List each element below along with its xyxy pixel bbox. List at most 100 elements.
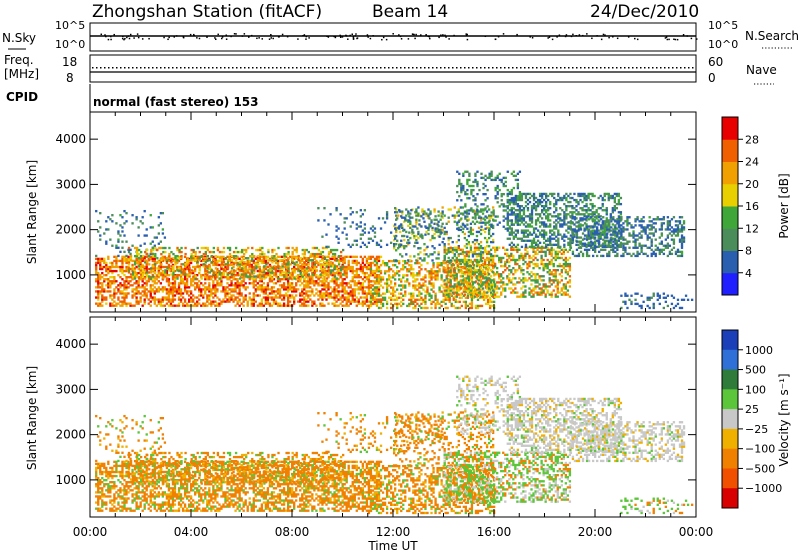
power-cell <box>486 270 490 273</box>
power-cell <box>469 295 473 298</box>
freq-dot <box>224 67 226 69</box>
power-cell <box>487 208 491 211</box>
power-cell <box>185 304 189 307</box>
power-cell <box>187 304 191 307</box>
power-cell <box>156 257 159 260</box>
power-cell <box>253 275 256 278</box>
power-cell <box>236 292 239 295</box>
power-cell <box>508 260 511 264</box>
power-cell <box>474 174 477 178</box>
power-cell <box>246 286 249 289</box>
power-cell <box>267 269 270 272</box>
power-cell <box>457 234 460 238</box>
power-cell <box>345 282 348 285</box>
power-cell <box>351 255 354 259</box>
power-cell <box>564 291 568 294</box>
power-cell <box>315 261 319 264</box>
power-cell <box>303 288 306 291</box>
power-cell <box>478 215 481 218</box>
power-cell <box>245 248 248 252</box>
power-cell <box>459 279 462 282</box>
power-cell <box>506 277 509 280</box>
power-cell <box>147 290 150 293</box>
power-cell <box>361 267 365 271</box>
power-cell <box>476 170 479 173</box>
power-cell <box>109 284 112 287</box>
power-cell <box>437 214 440 217</box>
power-cell <box>148 263 151 266</box>
power-cell <box>234 259 238 262</box>
power-cell <box>465 271 469 274</box>
power-cell <box>111 302 114 305</box>
power-cell <box>177 302 181 305</box>
power-cell <box>556 283 559 286</box>
power-cell <box>500 195 503 198</box>
power-cell <box>481 287 485 290</box>
power-cell <box>401 212 404 215</box>
power-cell <box>465 212 469 215</box>
power-cell <box>417 230 420 234</box>
freq-dot <box>688 67 690 69</box>
power-cell <box>457 289 460 292</box>
power-cell <box>412 268 415 271</box>
power-cell <box>466 209 469 212</box>
power-cell <box>97 280 100 283</box>
power-cell <box>266 286 270 289</box>
power-cell <box>206 296 209 299</box>
power-cell <box>504 184 507 188</box>
power-cell <box>554 279 557 282</box>
power-cell <box>391 292 395 295</box>
power-cell <box>347 294 350 297</box>
power-cell <box>414 262 417 265</box>
power-cell <box>538 291 541 294</box>
power-cell <box>408 284 411 287</box>
freq-dot <box>368 67 370 69</box>
nsearch-dot <box>349 34 351 37</box>
power-cell <box>371 288 375 291</box>
power-cell <box>323 271 327 274</box>
power-cell <box>534 279 537 282</box>
power-cell <box>466 170 469 173</box>
power-cell <box>103 280 106 283</box>
power-cell <box>97 271 100 275</box>
power-cell <box>464 304 468 308</box>
power-cell <box>288 304 292 307</box>
power-cell <box>421 259 424 262</box>
power-cell <box>361 302 365 305</box>
power-cell <box>381 304 385 308</box>
power-cell <box>315 282 318 285</box>
freq-dot <box>492 67 494 69</box>
power-cell <box>424 280 427 283</box>
power-cell <box>103 261 106 265</box>
power-cell <box>367 290 371 293</box>
nsearch-dot <box>465 34 468 37</box>
power-cell <box>491 224 495 228</box>
power-cell <box>430 274 433 277</box>
power-cell <box>305 292 308 295</box>
power-cell <box>243 277 246 280</box>
power-cell <box>204 269 207 273</box>
freq-dot <box>480 67 482 69</box>
power-cell <box>361 292 365 295</box>
power-cell <box>459 258 462 262</box>
nsearch-dot <box>250 34 253 37</box>
power-cell <box>97 278 100 281</box>
power-cell <box>406 262 409 265</box>
power-cell <box>552 256 555 260</box>
nave-label: Nave <box>746 63 777 77</box>
power-cell <box>301 267 304 270</box>
power-cell <box>270 280 274 283</box>
power-cell <box>431 236 434 240</box>
power-cell <box>218 257 222 260</box>
power-cell <box>469 226 473 230</box>
power-cell <box>463 254 467 258</box>
power-cell <box>461 206 464 209</box>
power-cell <box>245 261 248 264</box>
freq-dot <box>260 67 262 69</box>
power-cell <box>228 271 232 274</box>
power-cell <box>402 294 405 297</box>
power-cell <box>359 269 362 273</box>
power-cell <box>196 300 199 303</box>
power-cell <box>234 296 237 299</box>
power-cell <box>351 300 354 303</box>
